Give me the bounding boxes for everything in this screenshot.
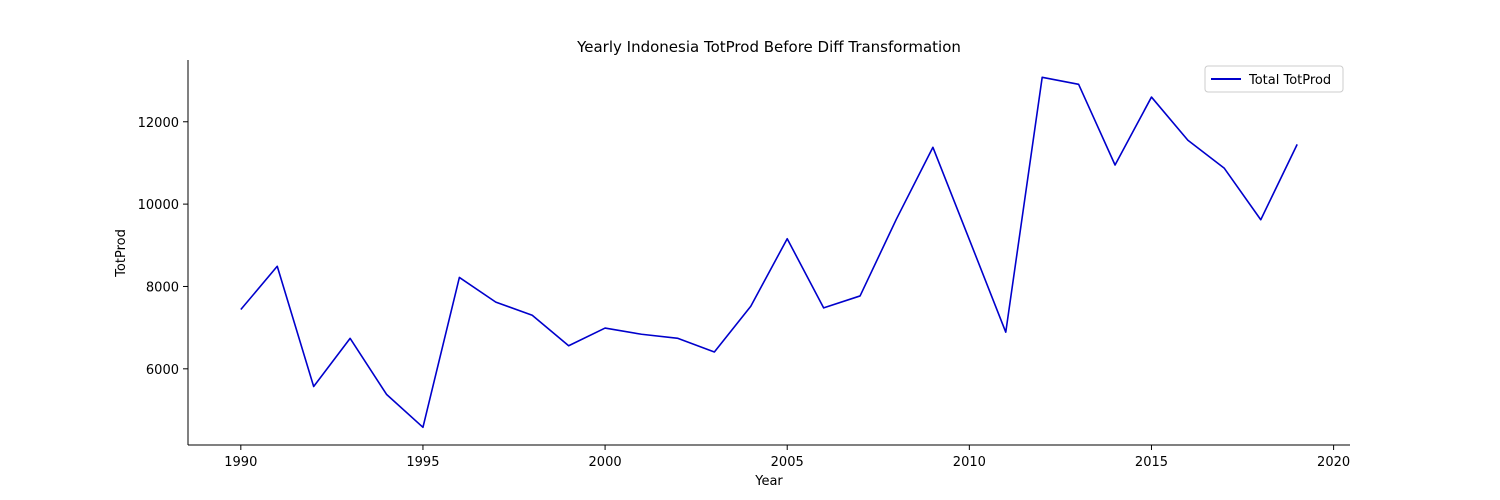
legend: Total TotProd	[1204, 65, 1344, 93]
y-axis-ticks: 6000 8000 10000 12000	[138, 116, 188, 378]
x-tick-label: 2000	[589, 455, 622, 470]
x-tick-label: 2015	[1135, 455, 1168, 470]
x-tick-label: 2020	[1317, 455, 1350, 470]
x-tick-label: 2005	[771, 455, 804, 470]
series-layer	[240, 76, 1298, 429]
series-line-total-totprod	[240, 76, 1298, 429]
chart-title: Yearly Indonesia TotProd Before Diff Tra…	[576, 38, 961, 56]
x-tick-label: 2010	[953, 455, 986, 470]
y-axis-label: TotProd	[114, 229, 129, 278]
legend-label: Total TotProd	[1248, 73, 1331, 88]
y-tick-label: 10000	[138, 198, 179, 213]
y-tick-label: 6000	[146, 363, 179, 378]
legend-box	[1204, 65, 1344, 93]
y-tick-label: 12000	[138, 116, 179, 131]
x-axis-label: Year	[754, 474, 783, 489]
x-tick-label: 1995	[406, 455, 439, 470]
y-tick-label: 8000	[146, 280, 179, 295]
x-tick-label: 1990	[224, 455, 257, 470]
x-axis-ticks: 1990 1995 2000 2005 2010 2015 2020	[224, 445, 1350, 470]
